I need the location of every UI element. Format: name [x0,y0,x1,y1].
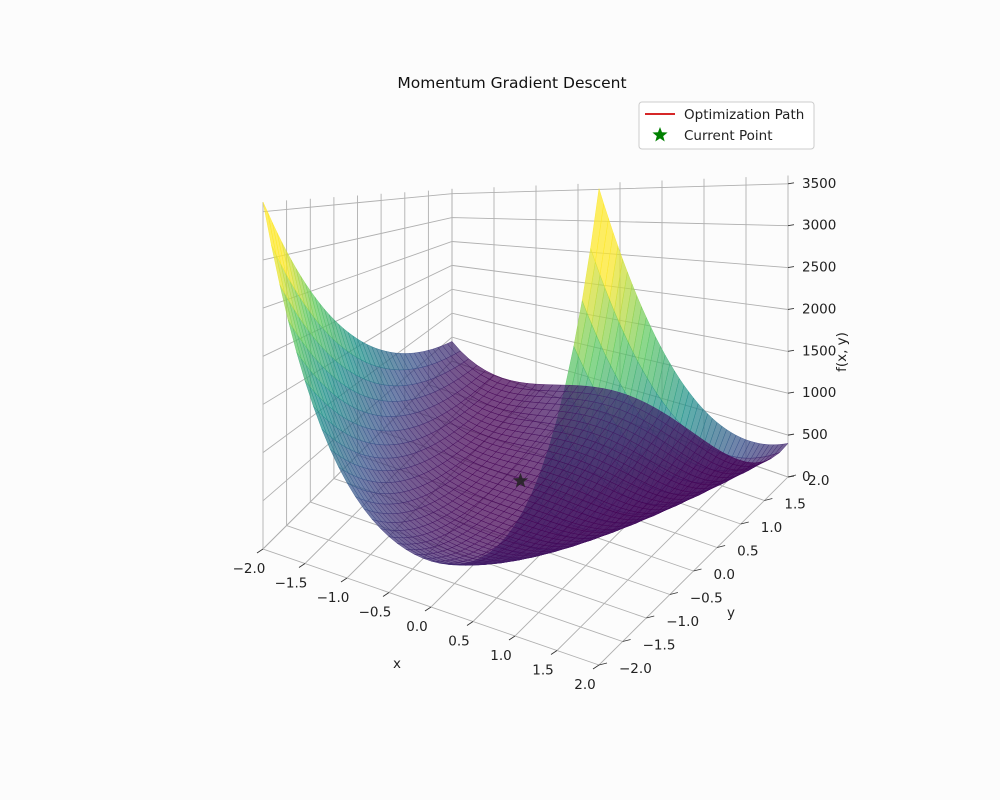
z-tick-label: 1500 [802,343,836,359]
z-tick-label: 3000 [802,218,836,234]
y-tick-label: −1.0 [666,614,699,630]
y-tick-label: −1.5 [643,638,676,654]
y-tick-label: 0.5 [737,544,758,560]
x-tick-label: −0.5 [359,605,392,621]
y-tick-mark [622,639,631,642]
x-tick-label: −1.0 [317,590,350,606]
x-tick-label: 2.0 [574,677,595,693]
z-tick-mark [787,182,795,185]
legend-frame [638,101,815,150]
y-tick-mark [598,662,608,666]
y-tick-label: −0.5 [690,591,723,607]
z-tick-mark [787,475,795,478]
z-tick-label: 3500 [802,176,836,192]
z-tick-label: 2500 [802,260,836,276]
surface-facet [446,341,461,354]
current-point-star [512,472,529,488]
grid-line [262,217,789,261]
markers [512,472,529,488]
legend-label-point: Current Point [684,128,773,144]
x-tick-mark [466,621,474,626]
z-tick-mark [787,266,795,269]
x-tick-label: −1.5 [275,576,308,592]
legend-label-path: Optimization Path [684,107,804,123]
grid-line [333,197,671,595]
z-tick-mark [787,433,795,436]
x-tick-label: −2.0 [233,561,266,577]
y-tick-label: −2.0 [619,661,652,677]
y-tick-mark [646,615,655,619]
z-tick-mark [787,308,795,310]
z-tick-label: 1000 [802,385,836,401]
y-tick-label: 1.0 [761,520,782,536]
x-tick-mark [550,650,558,655]
z-tick-label: 500 [802,427,828,443]
z-tick-label: 0 [802,469,811,485]
x-tick-mark [298,563,306,568]
legend: Optimization Path Current Point [638,101,815,150]
x-tick-mark [508,635,516,641]
y-tick-mark [740,521,749,525]
y-tick-label: 2.0 [808,473,829,489]
z-tick-mark [787,224,795,227]
y-tick-mark [669,592,678,595]
x-tick-mark [256,548,264,554]
x-tick-mark [424,606,432,612]
x-tick-label: 1.5 [532,663,553,679]
grid-line [262,183,789,213]
surface [262,188,789,566]
y-tick-mark [764,498,773,501]
x-tick-mark [592,664,600,670]
legend-star-icon [652,127,668,142]
z-tick-mark [787,349,795,352]
y-tick-label: 0.0 [714,567,735,583]
z-axis-label: f(x, y) [834,332,850,372]
y-tick-mark [693,568,702,572]
axis-ticks: −2.0−1.5−1.0−0.50.00.51.01.52.0−2.0−1.5−… [233,176,837,693]
y-tick-mark [717,545,726,548]
y-tick-label: 1.5 [784,497,805,513]
z-tick-mark [787,391,795,394]
x-tick-label: 0.5 [448,634,469,650]
x-tick-label: 0.0 [406,619,427,635]
x-axis-label: x [393,656,401,672]
y-axis-label: y [727,605,735,621]
x-tick-mark [382,592,390,597]
z-tick-label: 2000 [802,301,836,317]
x-tick-mark [340,577,348,583]
chart-title: Momentum Gradient Descent [397,74,626,92]
x-tick-label: 1.0 [490,648,511,664]
